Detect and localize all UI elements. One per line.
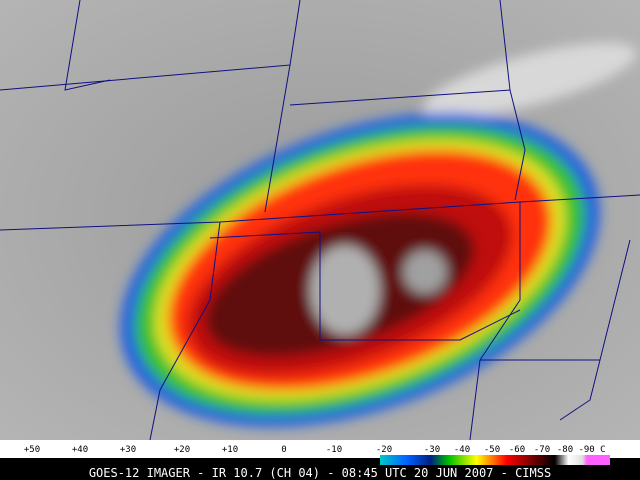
colorbar-label: +10 bbox=[222, 445, 238, 455]
boundaries bbox=[0, 0, 640, 441]
colorbar-label: +50 bbox=[24, 445, 40, 455]
colorbar bbox=[380, 455, 610, 465]
colorbar-label: -90 C bbox=[578, 445, 605, 455]
colorbar-label: -10 bbox=[326, 445, 342, 455]
colorbar-label: -20 bbox=[376, 445, 392, 455]
colorbar-label: 0 bbox=[281, 445, 286, 455]
colorbar-label: -30 bbox=[424, 445, 440, 455]
colorbar-label: -50 bbox=[484, 445, 500, 455]
colorbar-label: +20 bbox=[174, 445, 190, 455]
colorbar-band bbox=[0, 440, 640, 458]
colorbar-label: +30 bbox=[120, 445, 136, 455]
colorbar-labels: +50 +40 +30 +20 +10 0 -10 -20 -30 -40 -50 -60 -70 -80… bbox=[24, 445, 606, 455]
colorbar-label: -60 bbox=[509, 445, 525, 455]
colorbar-label: -80 bbox=[557, 445, 573, 455]
storm bbox=[120, 42, 637, 427]
colorbar-label: -40 bbox=[454, 445, 470, 455]
caption-band bbox=[0, 465, 640, 480]
caption: GOES-12 IMAGER - IR 10.7 (CH 04) - 08:45… bbox=[89, 466, 551, 480]
colorbar-label: -70 bbox=[534, 445, 550, 455]
colorbar-label: +40 bbox=[72, 445, 88, 455]
